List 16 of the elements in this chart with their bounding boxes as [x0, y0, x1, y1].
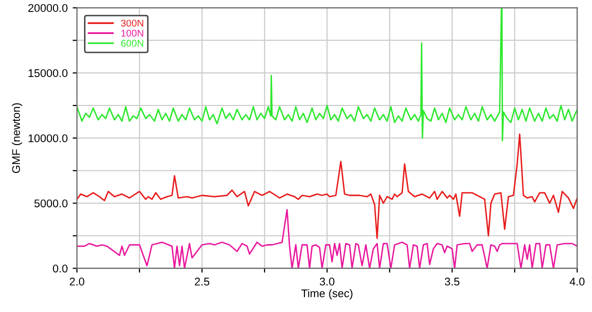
legend-label: 600N [121, 40, 144, 47]
x-tick-label: 2.5 [194, 278, 210, 286]
y-tick-label: 5000.0 [34, 199, 68, 208]
y-tick-label: 10000.0 [28, 134, 68, 142]
legend-label: 300N [121, 20, 144, 27]
x-tick-label: 3.5 [444, 278, 460, 286]
x-axis-title: Time (sec) [301, 289, 352, 300]
y-tick-label: 15000.0 [28, 69, 68, 78]
x-tick-label: 3.0 [320, 278, 334, 286]
line-series [76, 133, 578, 240]
y-tick-label: 20000.0 [28, 4, 68, 12]
x-tick-label: 4.0 [570, 278, 584, 286]
y-axis-title: GMF (newton) [12, 103, 22, 173]
x-tick-label: 2.0 [70, 278, 84, 286]
legend-label: 100N [121, 30, 144, 37]
y-tick-label: 0.0 [52, 264, 68, 272]
